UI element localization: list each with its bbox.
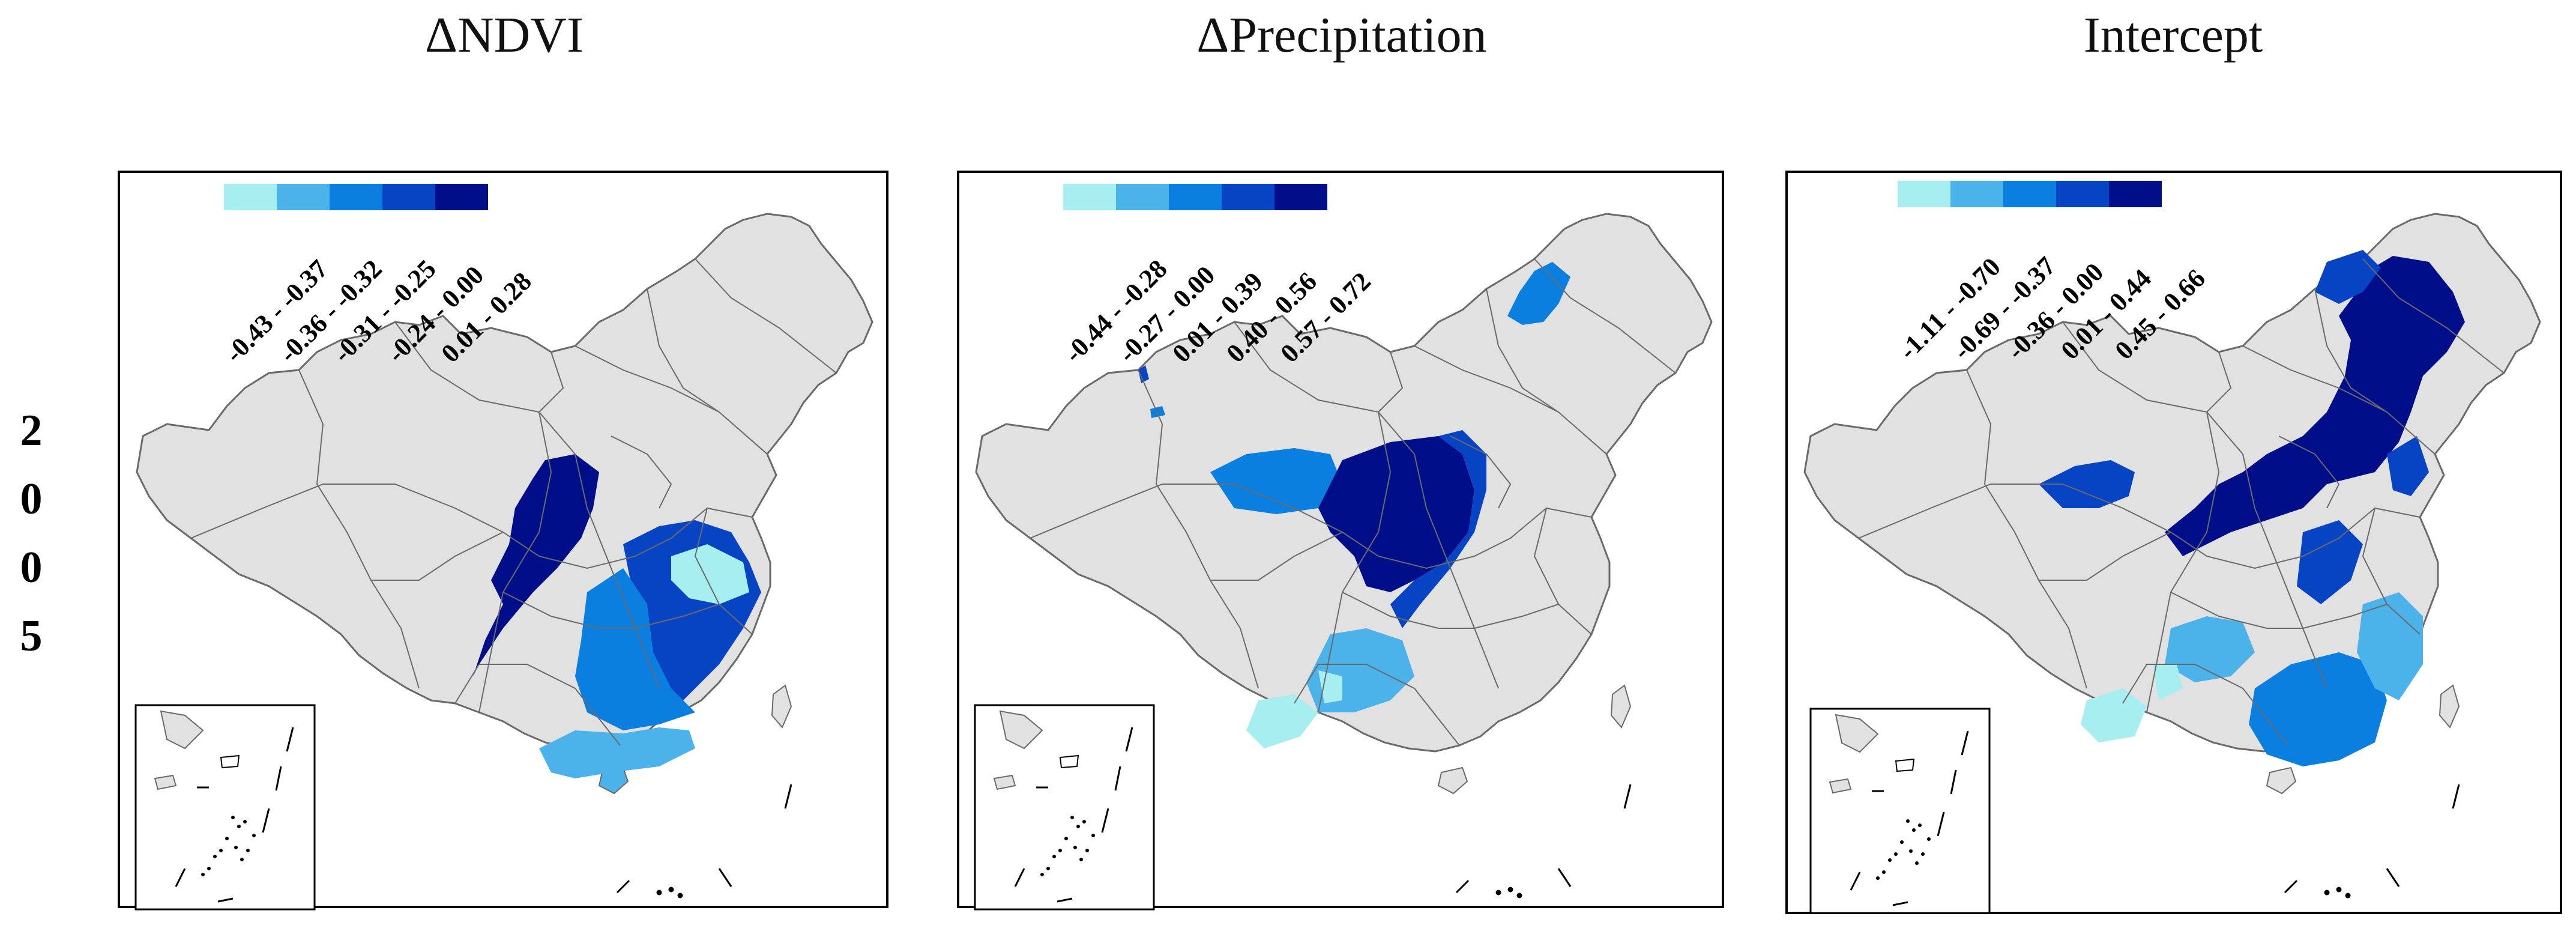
- year-digit: 0: [20, 543, 43, 592]
- region-ndvi-class1: [671, 544, 749, 604]
- year-digit: 2: [20, 406, 43, 455]
- legend-swatch-class2: [1116, 184, 1169, 210]
- legend-swatch-class2: [277, 184, 330, 210]
- region-precip-class3: [1507, 262, 1570, 325]
- region-precip-class3: [1210, 448, 1342, 514]
- region-intercept-class2: [2165, 616, 2255, 682]
- region-precip-class4: [1138, 365, 1149, 383]
- region-ndvi-class2: [539, 727, 695, 778]
- legend-swatch-class3: [2003, 181, 2056, 207]
- year-digit: 0: [20, 475, 43, 524]
- legend-swatch-class5: [1274, 184, 1327, 210]
- legend-swatch-class5: [435, 184, 488, 210]
- legend-swatch-class2: [1950, 181, 2003, 207]
- year-label: 2 0 0 5: [13, 396, 49, 670]
- region-intercept-class3: [2249, 652, 2387, 766]
- region-precip-class1: [1246, 694, 1318, 748]
- region-intercept-class5: [2165, 256, 2465, 556]
- region-precip-class3: [1150, 406, 1165, 418]
- region-ndvi-class3: [575, 568, 695, 730]
- legend-swatch-class3: [1169, 184, 1222, 210]
- legend-swatch-class4: [382, 184, 435, 210]
- region-intercept-class1: [2081, 688, 2147, 742]
- region-intercept-class4: [2297, 520, 2363, 604]
- map-panel-intercept: -1.11 - -0.70 -0.69 - -0.37 -0.36 - 0.00…: [1785, 171, 2562, 914]
- legend-swatch-class1: [1898, 181, 1950, 207]
- region-precip-class1: [1318, 670, 1342, 703]
- legend-swatch-class3: [330, 184, 382, 210]
- region-ndvi-class5: [473, 454, 599, 676]
- map-panel-precipitation: -0.44 - -0.28 -0.27 - 0.00 0.01 - 0.39 0…: [957, 171, 1724, 911]
- legend-swatch-class4: [2056, 181, 2109, 207]
- panel-title-precipitation: ΔPrecipitation: [1196, 7, 1487, 63]
- region-precip-class5: [1318, 436, 1474, 592]
- year-digit: 5: [20, 611, 43, 661]
- legend-swatch-class1: [224, 184, 277, 210]
- legend-swatch-class5: [2109, 181, 2162, 207]
- region-intercept-class4: [2039, 460, 2135, 508]
- panel-title-intercept: Intercept: [2083, 7, 2263, 63]
- legend-swatch-class1: [1063, 184, 1116, 210]
- region-intercept-class2: [2357, 592, 2423, 700]
- region-intercept-class1: [2153, 664, 2183, 700]
- map-panel-ndvi: -0.43 - -0.37 -0.36 - -0.32 -0.31 - -0.2…: [118, 171, 888, 911]
- region-intercept-class4: [2387, 436, 2429, 496]
- region-intercept-class4: [2315, 250, 2381, 304]
- panel-title-ndvi: ΔNDVI: [425, 7, 584, 63]
- legend-swatch-class4: [1222, 184, 1274, 210]
